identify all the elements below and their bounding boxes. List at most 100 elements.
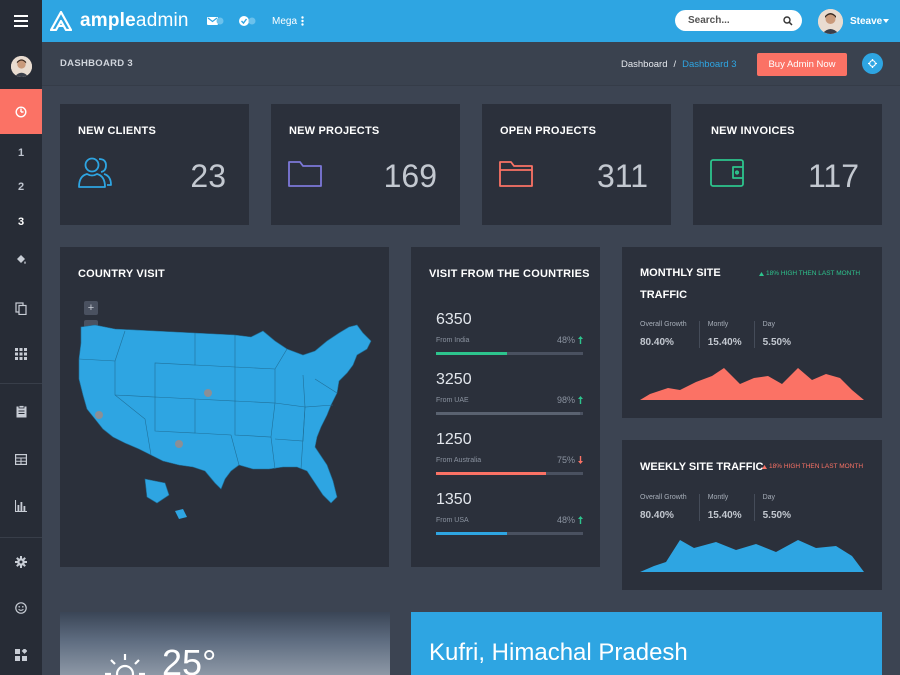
progress-bar — [436, 472, 583, 475]
trend-note: 18% HIGH THEN LAST MONTH — [762, 463, 863, 470]
progress-fill — [436, 532, 507, 535]
page-header: DASHBOARD 3 Dashboard / Dashboard 3 Buy … — [42, 42, 900, 86]
progress-fill — [436, 412, 581, 415]
sidebar-divider — [0, 383, 42, 384]
traffic-stats: Overall Growth 80.40% Montly 15.40% Day 5.5… — [640, 321, 811, 348]
brand-name: ampleadmin — [80, 10, 189, 31]
hamburger-icon — [14, 15, 28, 27]
stat-card-open-projects: OPEN PROJECTS 311 — [482, 104, 671, 225]
visit-percent: 75% — [557, 455, 583, 465]
stat-value: 23 — [190, 158, 226, 194]
sidebar-avatar[interactable] — [0, 54, 42, 78]
progress-bar — [436, 352, 583, 355]
visit-count: 1350 — [436, 491, 472, 508]
monthly-traffic-sparkline — [640, 368, 864, 400]
weekly-traffic-sparkline — [640, 540, 864, 572]
more-vertical-icon — [301, 16, 304, 26]
search-box — [675, 10, 802, 31]
card-title: VISIT FROM THE COUNTRIES — [429, 268, 590, 280]
stat-card-new-projects: NEW PROJECTS 169 — [271, 104, 460, 225]
sidebar-item-widgets[interactable] — [0, 646, 42, 664]
sidebar-item-settings[interactable] — [0, 553, 42, 571]
progress-fill — [436, 352, 507, 355]
visit-count: 6350 — [436, 311, 472, 328]
users-icon — [78, 157, 112, 188]
visit-percent: 48% — [557, 515, 583, 525]
arrow-up-icon — [578, 396, 583, 404]
stat-value: 169 — [383, 158, 437, 194]
wallet-icon — [710, 159, 744, 187]
sidebar: 1 2 3 — [0, 42, 42, 675]
visit-percent: 98% — [557, 395, 583, 405]
visit-countries-card: VISIT FROM THE COUNTRIES 6350 From India… — [411, 247, 600, 567]
stat-monthly: Montly 15.40% — [708, 494, 755, 521]
top-bar: ampleadmin Mega Steave — [0, 0, 900, 42]
stat-monthly: Montly 15.40% — [708, 321, 755, 348]
check-circle-icon — [239, 16, 256, 26]
country-stat-usa: 1350 From USA 48% — [436, 491, 583, 535]
mega-menu-toggle[interactable]: Mega — [272, 16, 304, 27]
sidebar-item-apps[interactable] — [0, 345, 42, 363]
breadcrumb-home[interactable]: Dashboard — [621, 59, 668, 70]
sidebar-item-themes[interactable] — [0, 251, 42, 269]
caret-up-icon — [759, 271, 764, 276]
visit-origin: From India — [436, 336, 470, 344]
sidebar-item-pages[interactable] — [0, 299, 42, 317]
folder-icon — [288, 161, 322, 187]
breadcrumb: Dashboard / Dashboard 3 — [621, 59, 737, 70]
progress-fill — [436, 472, 547, 475]
sidebar-item-dashboard-3[interactable]: 3 — [17, 216, 25, 228]
sun-icon — [105, 654, 145, 675]
sidebar-item-dashboard-1[interactable]: 1 — [17, 147, 25, 159]
arrow-up-icon — [578, 336, 583, 344]
sidebar-item-dashboard[interactable] — [0, 89, 42, 134]
sidebar-item-dashboard-2[interactable]: 2 — [17, 181, 25, 193]
user-menu[interactable]: Steave — [818, 8, 890, 34]
copy-icon — [15, 301, 27, 315]
card-title: COUNTRY VISIT — [78, 268, 165, 280]
temperature: 25° — [162, 642, 217, 675]
user-name: Steave — [850, 15, 883, 27]
monthly-traffic-card: MONTHLY SITE TRAFFIC 18% HIGH THEN LAST M… — [622, 247, 882, 418]
arrow-down-icon — [578, 456, 583, 464]
sidebar-item-forms[interactable] — [0, 402, 42, 420]
grid-icon — [15, 348, 27, 360]
stat-value: 117 — [807, 158, 859, 194]
visit-percent: 48% — [557, 335, 583, 345]
stat-overall-growth: Overall Growth 80.40% — [640, 321, 700, 348]
dashboard-icon — [15, 105, 27, 118]
breadcrumb-separator: / — [673, 59, 677, 70]
sidebar-item-emoji[interactable] — [0, 599, 42, 617]
traffic-stats: Overall Growth 80.40% Montly 15.40% Day 5.5… — [640, 494, 811, 521]
location-name: Kufri, Himachal Pradesh — [429, 639, 688, 666]
country-stat-india: 6350 From India 48% — [436, 311, 583, 355]
buy-admin-button[interactable]: Buy Admin Now — [757, 53, 847, 76]
messages-toggle[interactable] — [206, 15, 224, 27]
menu-toggle-button[interactable] — [0, 0, 42, 42]
caret-up-icon — [762, 464, 767, 469]
visit-count: 1250 — [436, 431, 472, 448]
mega-label: Mega — [272, 15, 298, 27]
search-input[interactable] — [688, 15, 778, 26]
notifications-toggle[interactable] — [238, 15, 258, 27]
gear-icon — [15, 556, 27, 568]
stat-overall-growth: Overall Growth 80.40% — [640, 494, 700, 521]
widgets-icon — [15, 649, 27, 661]
weather-card: 25° — [60, 612, 390, 675]
sidebar-item-charts[interactable] — [0, 497, 42, 515]
map-zoom-in-button[interactable]: + — [84, 301, 98, 315]
country-stat-australia: 1250 From Australia 75% — [436, 431, 583, 475]
search-icon[interactable] — [783, 15, 793, 26]
country-visit-card: COUNTRY VISIT + − — [60, 247, 389, 567]
avatar — [10, 55, 32, 77]
trend-note: 18% HIGH THEN LAST MONTH — [759, 270, 860, 277]
visit-origin: From Australia — [436, 456, 482, 464]
brand-logo[interactable]: ampleadmin — [50, 0, 189, 42]
folder-open-icon — [499, 161, 533, 187]
usa-map[interactable] — [75, 319, 375, 524]
visit-origin: From UAE — [436, 396, 469, 404]
settings-button[interactable] — [862, 53, 883, 74]
stat-card-new-invoices: NEW INVOICES 117 — [693, 104, 882, 225]
visit-count: 3250 — [436, 371, 472, 388]
sidebar-item-tables[interactable] — [0, 450, 42, 468]
